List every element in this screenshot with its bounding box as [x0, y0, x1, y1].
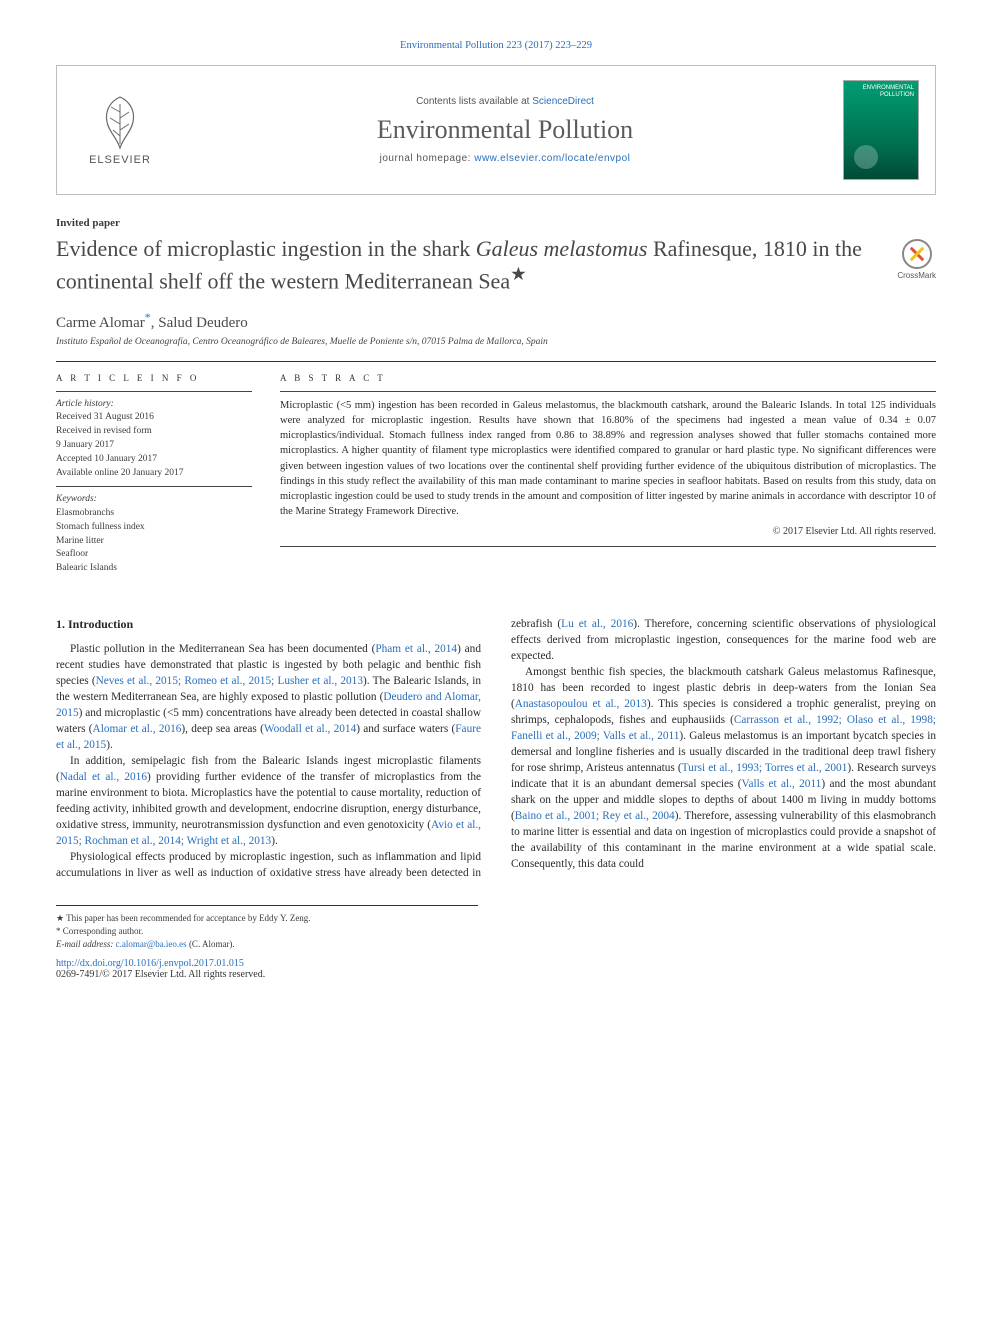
email-link[interactable]: c.alomar@ba.ieo.es — [116, 939, 187, 949]
citation-link[interactable]: Valls et al., 2011 — [742, 778, 822, 790]
history-line: Received 31 August 2016 — [56, 411, 252, 425]
publisher-name: ELSEVIER — [89, 154, 151, 166]
elsevier-tree-icon — [95, 94, 145, 150]
keyword: Stomach fullness index — [56, 521, 252, 535]
article-info-label: A R T I C L E I N F O — [56, 372, 252, 385]
text-run: ). — [106, 739, 113, 751]
title-pre: Evidence of microplastic ingestion in th… — [56, 236, 476, 261]
citation-link[interactable]: Pham et al., 2014 — [375, 643, 457, 655]
text-run: ). — [271, 835, 278, 847]
page-footer: http://dx.doi.org/10.1016/j.envpol.2017.… — [56, 958, 936, 980]
title-species: Galeus melastomus — [476, 236, 648, 261]
body-paragraph: In addition, semipelagic fish from the B… — [56, 753, 481, 849]
body-paragraph: Amongst benthic fish species, the blackm… — [511, 664, 936, 872]
article-info-column: A R T I C L E I N F O Article history: R… — [56, 372, 252, 576]
contents-line: Contents lists available at ScienceDirec… — [175, 96, 835, 107]
rule — [280, 391, 936, 392]
keyword: Marine litter — [56, 535, 252, 549]
crossmark-label: CrossMark — [897, 271, 936, 280]
doi-link[interactable]: http://dx.doi.org/10.1016/j.envpol.2017.… — [56, 958, 244, 969]
abstract-label: A B S T R A C T — [280, 372, 936, 385]
abstract-copyright: © 2017 Elsevier Ltd. All rights reserved… — [280, 525, 936, 540]
citation-link[interactable]: Baino et al., 2001; Rey et al., 2004 — [515, 810, 675, 822]
rule — [56, 361, 936, 362]
homepage-prefix: journal homepage: — [380, 153, 475, 164]
footnote-recommendation: ★ This paper has been recommended for ac… — [56, 912, 478, 925]
homepage-line: journal homepage: www.elsevier.com/locat… — [175, 153, 835, 164]
text-run: Plastic pollution in the Mediterranean S… — [70, 643, 375, 655]
abstract-text: Microplastic (<5 mm) ingestion has been … — [280, 398, 936, 520]
issn-copyright: 0269-7491/© 2017 Elsevier Ltd. All right… — [56, 969, 936, 980]
keywords-heading: Keywords: — [56, 494, 97, 504]
text-run: ), deep sea areas ( — [181, 723, 263, 735]
email-label: E-mail address: — [56, 939, 116, 949]
rule — [56, 391, 252, 392]
keyword: Balearic Islands — [56, 562, 252, 576]
affiliation: Instituto Español de Oceanografía, Centr… — [56, 337, 936, 347]
footnote-email: E-mail address: c.alomar@ba.ieo.es (C. A… — [56, 938, 478, 951]
journal-banner: ELSEVIER Contents lists available at Sci… — [56, 65, 936, 195]
sciencedirect-link[interactable]: ScienceDirect — [532, 96, 594, 107]
keyword: Seafloor — [56, 548, 252, 562]
running-header: Environmental Pollution 223 (2017) 223–2… — [56, 40, 936, 51]
author-2: Salud Deudero — [158, 315, 248, 331]
keyword: Elasmobranchs — [56, 507, 252, 521]
citation-link[interactable]: Lu et al., 2016 — [561, 618, 633, 630]
crossmark-widget[interactable]: CrossMark — [897, 239, 936, 280]
footnotes: ★ This paper has been recommended for ac… — [56, 905, 478, 950]
citation-link[interactable]: Anastasopoulou et al., 2013 — [515, 698, 647, 710]
history-heading: Article history: — [56, 399, 114, 409]
cover-title-text: ENVIRONMENTAL POLLUTION — [844, 85, 914, 98]
contents-prefix: Contents lists available at — [416, 96, 532, 107]
history-line: Available online 20 January 2017 — [56, 467, 252, 481]
history-line: 9 January 2017 — [56, 439, 252, 453]
citation-link[interactable]: Tursi et al., 1993; Torres et al., 2001 — [682, 762, 848, 774]
history-line: Accepted 10 January 2017 — [56, 453, 252, 467]
email-tail: (C. Alomar). — [187, 939, 235, 949]
citation-link[interactable]: Nadal et al., 2016 — [60, 771, 147, 783]
author-list: Carme Alomar*, Salud Deudero — [56, 310, 936, 332]
rule — [56, 486, 252, 487]
article-title: Evidence of microplastic ingestion in th… — [56, 235, 883, 296]
homepage-link[interactable]: www.elsevier.com/locate/envpol — [474, 153, 630, 164]
author-1: Carme Alomar — [56, 315, 145, 331]
body-paragraph: Plastic pollution in the Mediterranean S… — [56, 641, 481, 753]
article-type: Invited paper — [56, 217, 936, 229]
text-run: ) and surface waters ( — [356, 723, 455, 735]
footnote-corresponding: * Corresponding author. — [56, 925, 478, 938]
citation-link[interactable]: Neves et al., 2015; Romeo et al., 2015; … — [96, 675, 363, 687]
publisher-block: ELSEVIER — [65, 94, 175, 166]
rule — [280, 546, 936, 547]
title-footnote-star: ★ — [510, 264, 526, 284]
body-text: 1. Introduction Plastic pollution in the… — [56, 616, 936, 882]
section-heading-intro: 1. Introduction — [56, 616, 481, 633]
citation-link[interactable]: Woodall et al., 2014 — [264, 723, 356, 735]
abstract-column: A B S T R A C T Microplastic (<5 mm) ing… — [280, 372, 936, 576]
journal-name: Environmental Pollution — [175, 115, 835, 145]
citation-link[interactable]: Alomar et al., 2016 — [93, 723, 182, 735]
journal-cover-thumbnail: ENVIRONMENTAL POLLUTION — [843, 80, 919, 180]
history-line: Received in revised form — [56, 425, 252, 439]
crossmark-icon — [902, 239, 932, 269]
